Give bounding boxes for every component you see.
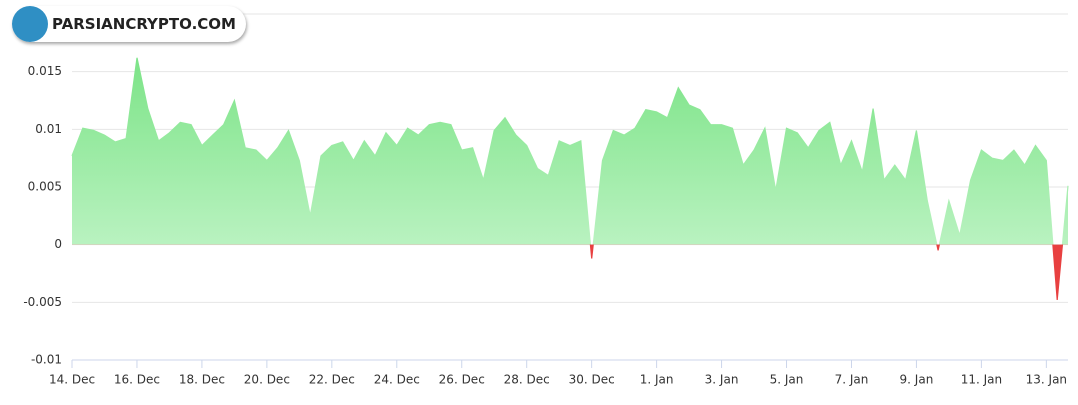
x-tick-label: 1. Jan [640, 373, 674, 387]
x-tick-label: 13. Jan [1026, 373, 1067, 387]
y-tick-label: 0.005 [28, 180, 62, 194]
x-tick-label: 30. Dec [569, 373, 615, 387]
x-tick-label: 28. Dec [504, 373, 550, 387]
x-tick-label: 16. Dec [114, 373, 160, 387]
y-tick-label: -0.005 [23, 295, 62, 309]
x-tick-label: 20. Dec [244, 373, 290, 387]
x-tick-label: 14. Dec [49, 373, 95, 387]
logo-icon [12, 6, 48, 42]
x-tick-label: 9. Jan [900, 373, 934, 387]
watermark: PARSIANCRYPTO.COM [12, 6, 246, 42]
y-tick-label: -0.01 [31, 353, 62, 367]
x-tick-label: 3. Jan [705, 373, 739, 387]
x-tick-label: 11. Jan [961, 373, 1002, 387]
x-tick-label: 18. Dec [179, 373, 225, 387]
y-tick-label: 0.01 [35, 122, 62, 136]
x-tick-label: 24. Dec [374, 373, 420, 387]
area-line [71, 57, 1069, 301]
x-tick-label: 5. Jan [770, 373, 804, 387]
y-tick-label: 0 [54, 237, 62, 251]
x-tick-label: 22. Dec [309, 373, 355, 387]
x-tick-label: 26. Dec [439, 373, 485, 387]
y-tick-label: 0.015 [28, 64, 62, 78]
x-tick-label: 7. Jan [835, 373, 869, 387]
area-fill [72, 57, 1068, 300]
watermark-text: PARSIANCRYPTO.COM [52, 15, 236, 33]
